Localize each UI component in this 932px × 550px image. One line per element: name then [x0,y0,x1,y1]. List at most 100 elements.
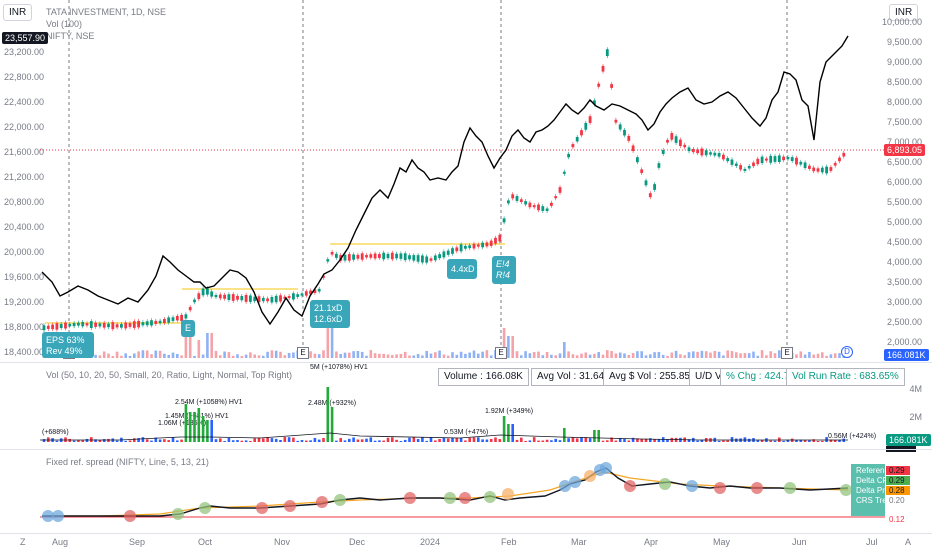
volume-note: 5M (+1078%) HV1 [310,364,368,371]
volume-bar [640,439,643,442]
auto-scale-button[interactable]: A [905,537,912,547]
volume-note: 1.45M (+681%) HV1 [165,413,229,420]
volume-bar [77,440,80,442]
right-axis-tick: 7,000.00 [886,137,922,147]
price-chart[interactable] [0,0,932,365]
volume-bar [821,352,824,358]
volume-bar [601,354,605,358]
time-axis-tick: 2024 [420,537,441,547]
volume-bar [550,354,553,358]
volume-bar [94,439,97,442]
volume-bar [515,439,519,442]
volume-bar [653,352,656,358]
volume-bar [803,440,807,442]
rs-signal-dot [199,502,211,514]
volume-bar [808,351,811,358]
volume-bar [606,350,609,358]
volume-bar [722,355,725,358]
volume-bar [330,407,334,442]
volume-bar [274,350,278,358]
volume-bar [180,439,183,442]
volume-bar [821,440,824,442]
volume-bar [176,440,179,442]
volume-bar [825,437,828,442]
zoom-reset-button[interactable]: Z [20,537,26,547]
volume-bar [274,438,278,442]
rs-signal-dot [334,494,346,506]
volume-bar [313,437,317,442]
volume-bar [541,355,545,358]
volume-bar [356,439,360,442]
volume-label: Vol (100) [46,19,83,29]
volume-bar [438,438,441,442]
rs-signal-dot [459,492,471,504]
volume-bar [507,336,510,358]
volume-bar [163,353,166,358]
volume-panel-chart[interactable] [0,385,885,445]
volume-value-tag: 166.081K [884,349,929,361]
rs-signal-dot [316,496,328,508]
volume-bar [257,437,261,442]
volume-bar [610,351,613,358]
volume-bar [115,351,119,358]
volume-bar [816,353,820,358]
volume-bar [68,438,72,442]
rev-text: Rev 49% [46,346,83,356]
volume-bar [141,350,145,358]
volume-bar [403,439,407,442]
volume-bar [81,440,84,442]
currency-selector-right[interactable]: INR [889,4,919,21]
volume-bar [558,440,562,442]
currency-selector-left[interactable]: INR [3,4,33,21]
rs-axis-low: 0.12 [886,515,910,524]
volume-bar [42,439,46,442]
volume-bar [606,440,609,442]
volume-bar [627,440,631,442]
volume-bar [180,355,183,358]
volume-bar [133,353,136,358]
volume-bar [343,352,347,358]
relative-strength-chart[interactable] [0,450,885,535]
volume-bar [193,412,196,442]
volume-bar [657,439,661,442]
volume-bar [231,355,235,358]
gap-annotation-3[interactable]: E!4 R!4 [492,256,516,284]
vol-axis-tick: 2M [909,412,922,422]
eps-rev-annotation[interactable]: EPS 63% Rev 49% [42,332,94,358]
volume-bar [283,437,287,442]
volume-bar [150,354,153,358]
right-axis-tick: 7,500.00 [886,117,922,127]
volume-bar [696,440,699,442]
left-axis-tick: 19,600.00 [4,272,45,282]
dividend-event-marker[interactable]: D [841,346,853,358]
volume-bar [644,355,648,358]
earnings-event-marker[interactable]: E [495,347,507,359]
volume-bar [322,438,325,442]
earnings-badge[interactable]: E [181,320,196,337]
volume-bar [808,440,811,442]
volume-bar [313,353,317,358]
volume-bar [137,438,140,442]
volume-bar [812,439,815,442]
rs-panel-label: Fixed ref. spread (NIFTY, Line, 5, 13, 2… [46,457,209,467]
volume-bar [227,437,231,442]
volume-bar [395,439,398,442]
volume-bar [584,437,588,442]
earnings-event-marker[interactable]: E [781,347,793,359]
volume-bar [391,355,394,358]
volume-bar [618,352,622,358]
volume-bar [666,439,669,442]
volume-bar [145,439,149,442]
rs-signal-dot [444,492,456,504]
volume-bar [520,355,523,358]
rs-legend-name: Delta Pr [856,486,885,495]
volume-bar [782,440,785,442]
gap-annotation-1[interactable]: 21.1xD 12.6xD [310,300,350,328]
left-axis-tick: 22,800.00 [4,72,45,82]
vol-axis-tick: 4M [909,384,922,394]
volume-bar [356,350,360,358]
earnings-event-marker[interactable]: E [297,347,309,359]
volume-bar [124,440,127,442]
volume-bar [722,440,725,442]
gap-annotation-2[interactable]: 4.4xD [447,259,477,279]
